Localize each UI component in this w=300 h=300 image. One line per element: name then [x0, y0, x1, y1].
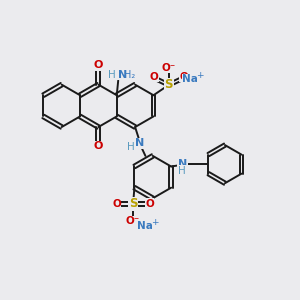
Text: Na: Na	[137, 221, 153, 231]
Text: O: O	[94, 141, 103, 151]
Text: Na: Na	[182, 74, 198, 84]
Text: O: O	[94, 61, 103, 70]
Text: O: O	[179, 72, 188, 82]
Text: H: H	[178, 166, 186, 176]
Text: S: S	[129, 197, 137, 210]
Text: O⁻: O⁻	[162, 63, 176, 73]
Text: O: O	[145, 199, 154, 209]
Text: N: N	[118, 70, 127, 80]
Text: H: H	[128, 142, 135, 152]
Text: +: +	[196, 71, 203, 80]
Text: O: O	[150, 72, 158, 82]
Text: H: H	[109, 70, 116, 80]
Text: N: N	[135, 138, 144, 148]
Text: O: O	[112, 199, 121, 209]
Text: H₂: H₂	[124, 70, 135, 80]
Text: O⁻: O⁻	[126, 216, 140, 226]
Text: +: +	[151, 218, 159, 227]
Text: S: S	[164, 78, 173, 92]
Text: N: N	[178, 159, 187, 169]
